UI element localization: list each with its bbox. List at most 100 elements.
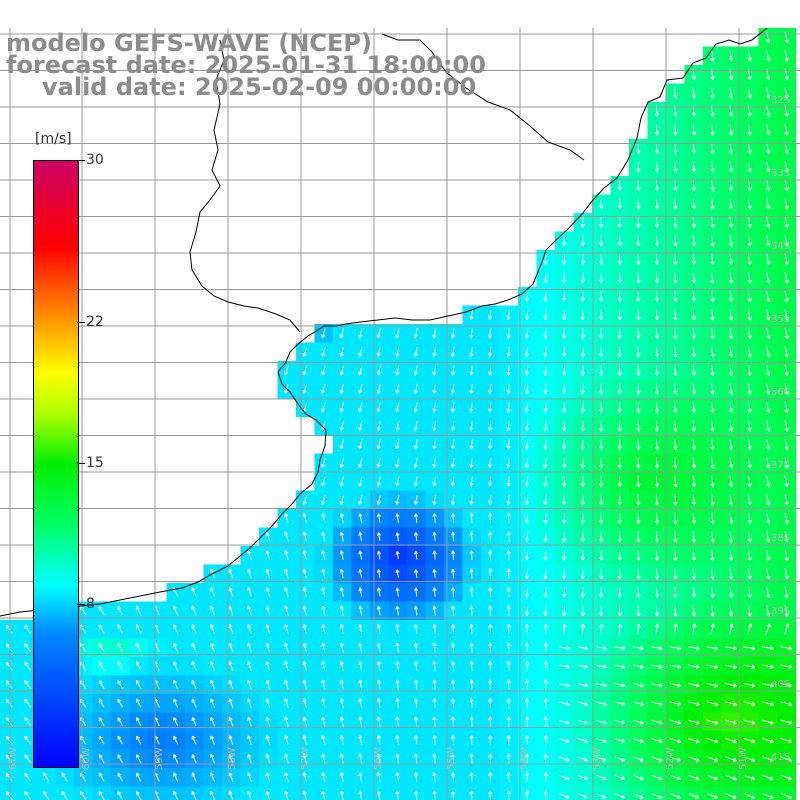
wind-arrow: [302, 346, 308, 357]
wind-arrow: [706, 719, 719, 725]
forecast-date: forecast date: 2025-01-31 18:00:00: [6, 51, 486, 79]
wind-arrow: [469, 383, 474, 394]
wind-arrow: [766, 364, 771, 377]
wind-arrow: [688, 793, 700, 799]
wind-arrow: [747, 235, 752, 247]
wind-arrow: [469, 753, 474, 764]
wind-arrow: [506, 605, 511, 616]
wind-arrow: [358, 772, 363, 783]
wind-arrow: [673, 161, 678, 173]
wind-arrow: [173, 772, 179, 782]
wind-arrow: [617, 309, 622, 321]
wind-arrow: [339, 439, 345, 450]
wind-arrow: [543, 531, 548, 543]
wind-arrow: [687, 682, 700, 688]
wind-arrow: [469, 420, 474, 431]
wind-arrow: [577, 793, 588, 799]
wind-arrow: [5, 643, 13, 652]
wind-arrow: [210, 587, 216, 597]
wind-arrow: [173, 642, 179, 653]
wind-arrow: [710, 494, 715, 506]
wind-arrow: [673, 475, 678, 488]
wind-arrow: [761, 701, 774, 707]
wind-arrow: [543, 550, 548, 561]
wind-arrow: [651, 664, 663, 669]
wind-arrow: [135, 605, 142, 616]
wind-arrow: [432, 790, 437, 800]
wind-arrow: [321, 383, 326, 394]
wind-arrow: [358, 698, 363, 709]
wind-arrow: [210, 642, 216, 653]
wind-vectors: [5, 31, 793, 800]
wind-arrow: [413, 679, 419, 690]
wind-arrow: [636, 494, 641, 506]
wind-arrow: [302, 494, 308, 505]
wind-arrow: [136, 680, 142, 690]
wind-arrow: [413, 624, 419, 635]
wind-arrow: [339, 605, 344, 616]
wind-arrow: [543, 605, 548, 617]
wind-arrow: [302, 605, 308, 616]
wind-arrow: [747, 124, 752, 136]
wind-arrow: [543, 623, 548, 635]
wind-arrow: [358, 439, 363, 450]
wind-arrow: [432, 346, 437, 357]
wind-arrow: [395, 716, 400, 727]
wind-arrow: [321, 716, 326, 727]
wind-arrow: [524, 513, 530, 524]
wind-arrow: [580, 531, 585, 543]
wind-arrow: [469, 439, 474, 450]
wind-arrow: [284, 605, 289, 616]
wind-arrow: [173, 698, 179, 708]
wind-arrow: [687, 701, 700, 707]
wind-arrow: [432, 569, 437, 579]
wind-arrow: [580, 309, 585, 321]
wind-arrow: [321, 328, 326, 339]
wind-arrow: [691, 457, 697, 469]
wind-speed-cell: [555, 786, 575, 800]
wind-arrow: [580, 457, 585, 469]
wind-arrow: [559, 756, 570, 762]
wind-arrow: [376, 772, 381, 783]
wind-speed-cell: [407, 786, 427, 800]
wind-arrow: [543, 753, 548, 764]
wind-arrow: [559, 774, 570, 781]
wind-arrow: [747, 50, 752, 62]
wind-speed-cell: [370, 786, 390, 800]
wind-speed-cell: [684, 786, 704, 800]
wind-arrow: [654, 494, 660, 506]
wind-arrow: [524, 328, 530, 339]
wind-arrow: [691, 161, 697, 173]
wind-arrow: [247, 624, 252, 635]
wind-arrow: [559, 719, 570, 725]
wind-arrow: [228, 698, 234, 708]
wind-arrow: [302, 790, 307, 800]
wind-arrow: [580, 254, 585, 265]
wind-arrow: [413, 383, 418, 394]
wind-arrow: [710, 512, 715, 525]
latitude-label: 38S: [771, 533, 791, 544]
wind-arrow: [265, 642, 271, 653]
wind-arrow: [265, 735, 271, 746]
wind-arrow: [599, 235, 604, 247]
wind-arrow: [358, 513, 363, 523]
wind-arrow: [191, 698, 197, 708]
wind-arrow: [710, 179, 715, 191]
wind-arrow: [487, 476, 493, 487]
wind-arrow: [210, 679, 216, 690]
wind-arrow: [617, 346, 622, 358]
wind-arrow: [173, 680, 179, 690]
wind-arrow: [413, 605, 419, 616]
wind-arrow: [580, 438, 585, 450]
wind-arrow: [710, 50, 715, 62]
wind-arrow: [599, 438, 604, 450]
wind-speed-cell: [388, 786, 408, 800]
wind-arrow: [284, 550, 289, 561]
wind-arrow: [321, 568, 326, 579]
wind-arrow: [599, 475, 604, 488]
wind-arrow: [339, 587, 344, 598]
wind-arrow: [487, 365, 493, 376]
wind-arrow: [247, 642, 252, 653]
wind-arrow: [413, 642, 419, 653]
